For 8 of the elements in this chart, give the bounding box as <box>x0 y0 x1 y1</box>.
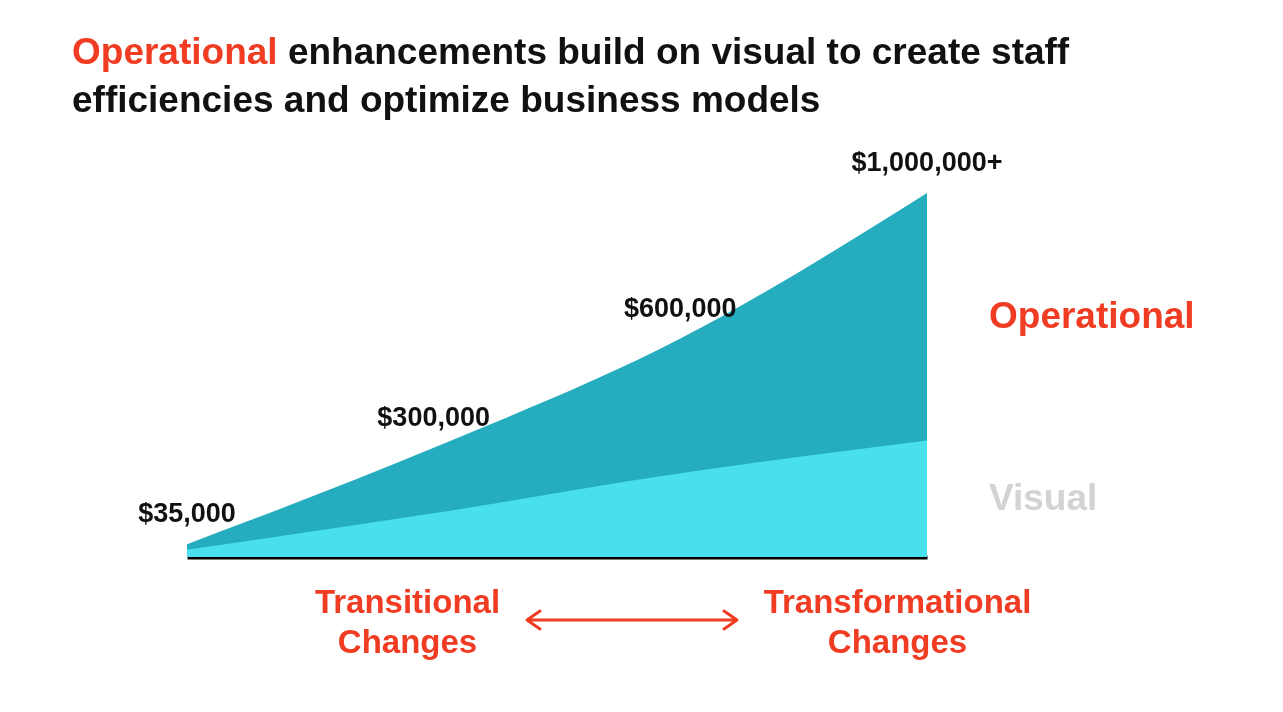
text: Transformational Changes <box>762 582 1033 662</box>
series-label: Operational <box>989 294 1195 336</box>
data-label: $35,000 <box>138 498 236 529</box>
text: Transitional Changes <box>313 582 502 662</box>
chart-title: Operational enhancements build on visual to create staff efficiencies and optimize business models <box>72 30 1071 122</box>
data-label: $1,000,000+ <box>851 147 1003 177</box>
data-label: $600,000 <box>624 292 737 323</box>
data-label: $300,000 <box>377 401 490 432</box>
